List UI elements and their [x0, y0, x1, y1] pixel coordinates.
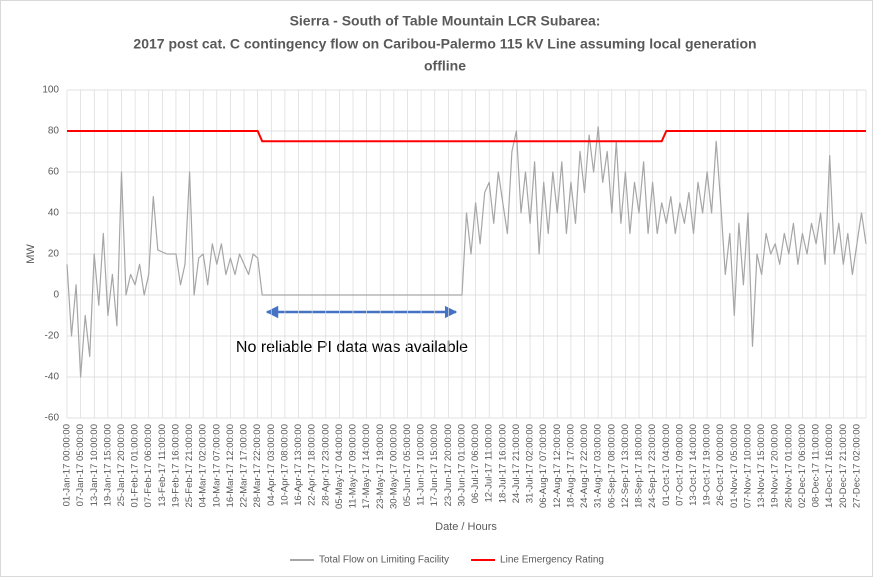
- x-tick-label: 06-Jul-17 06:00:00: [470, 424, 481, 503]
- chart-title: 2017 post cat. C contingency flow on Car…: [133, 36, 756, 52]
- x-tick-label: 19-Jan-17 15:00:00: [102, 424, 113, 506]
- x-tick-label: 31-Aug-17 03:00:00: [593, 424, 604, 508]
- x-tick-label: 12-Jul-17 11:00:00: [484, 424, 495, 503]
- x-tick-label: 01-Feb-17 01:00:00: [130, 424, 141, 507]
- x-tick-label: 20-Dec-17 21:00:00: [838, 424, 849, 508]
- y-tick-label: 40: [48, 208, 60, 219]
- x-tick-label: 07-Nov-17 10:00:00: [742, 424, 753, 508]
- x-tick-label: 25-Jan-17 20:00:00: [116, 424, 127, 506]
- x-tick-label: 07-Oct-17 09:00:00: [674, 424, 685, 506]
- x-tick-label: 23-Jun-17 20:00:00: [443, 424, 454, 506]
- x-tick-label: 11-Jun-17 10:00:00: [416, 424, 427, 506]
- x-tick-label: 27-Dec-17 02:00:00: [851, 424, 862, 508]
- x-tick-label: 18-Aug-17 17:00:00: [565, 424, 576, 508]
- x-tick-label: 16-Mar-17 12:00:00: [225, 424, 236, 507]
- x-tick-label: 30-May-17 00:00:00: [388, 424, 399, 509]
- x-tick-label: 04-Apr-17 03:00:00: [266, 424, 277, 506]
- x-tick-label: 22-Apr-17 18:00:00: [307, 424, 318, 506]
- y-tick-label: -60: [45, 413, 60, 424]
- x-tick-label: 12-Sep-17 13:00:00: [620, 424, 631, 508]
- y-tick-label: -40: [45, 372, 60, 383]
- y-tick-label: 20: [48, 249, 60, 260]
- x-tick-label: 14-Dec-17 16:00:00: [824, 424, 835, 508]
- chart-title: Sierra - South of Table Mountain LCR Sub…: [290, 13, 601, 29]
- x-tick-label: 19-Oct-17 19:00:00: [702, 424, 713, 506]
- x-tick-label: 06-Aug-17 07:00:00: [538, 424, 549, 508]
- series-line: [67, 130, 866, 143]
- x-tick-label: 11-May-17 09:00:00: [348, 424, 359, 508]
- x-tick-label: 06-Sep-17 08:00:00: [606, 424, 617, 508]
- x-tick-label: 22-Mar-17 17:00:00: [239, 424, 250, 507]
- x-tick-label: 05-Jun-17 05:00:00: [402, 424, 413, 506]
- y-axis-label: MW: [25, 244, 37, 264]
- x-tick-label: 13-Nov-17 15:00:00: [756, 424, 767, 508]
- x-tick-label: 04-Mar-17 02:00:00: [198, 424, 209, 507]
- x-tick-label: 12-Aug-17 12:00:00: [552, 424, 563, 508]
- x-tick-label: 24-Sep-17 23:00:00: [647, 424, 658, 508]
- x-tick-label: 18-Sep-17 18:00:00: [634, 424, 645, 508]
- x-tick-label: 02-Dec-17 06:00:00: [797, 424, 808, 508]
- x-tick-label: 16-Apr-17 13:00:00: [293, 424, 304, 506]
- x-tick-label: 23-May-17 19:00:00: [375, 424, 386, 509]
- y-tick-label: -20: [45, 331, 60, 342]
- x-tick-label: 08-Dec-17 11:00:00: [811, 424, 822, 507]
- x-tick-label: 28-Apr-17 23:00:00: [320, 424, 331, 506]
- x-tick-label: 26-Nov-17 01:00:00: [783, 424, 794, 508]
- x-tick-label: 31-Jul-17 02:00:00: [525, 424, 536, 503]
- x-tick-label: 13-Feb-17 11:00:00: [157, 424, 168, 507]
- x-tick-label: 24-Jul-17 21:00:00: [511, 424, 522, 503]
- annotation: No reliable PI data was available: [236, 339, 468, 356]
- x-tick-label: 24-Aug-17 22:00:00: [579, 424, 590, 508]
- y-tick-label: 80: [48, 126, 60, 137]
- x-tick-label: 05-May-17 04:00:00: [334, 424, 345, 509]
- x-tick-label: 07-Feb-17 06:00:00: [143, 424, 154, 507]
- x-tick-label: 17-Jun-17 15:00:00: [429, 424, 440, 506]
- x-tick-label: 01-Jan-17 00:00:00: [62, 424, 73, 506]
- x-tick-label: 07-Jan-17 05:00:00: [75, 424, 86, 506]
- x-tick-label: 01-Nov-17 05:00:00: [729, 424, 740, 508]
- legend-label: Line Emergency Rating: [500, 555, 604, 566]
- y-tick-label: 100: [42, 85, 59, 96]
- x-tick-label: 13-Jan-17 10:00:00: [89, 424, 100, 506]
- x-tick-label: 13-Oct-17 14:00:00: [688, 424, 699, 506]
- x-tick-label: 10-Apr-17 08:00:00: [279, 424, 290, 506]
- x-tick-label: 19-Feb-17 16:00:00: [170, 424, 181, 507]
- y-tick-label: 60: [48, 167, 60, 178]
- series-line: [66, 126, 867, 378]
- chart-title: offline: [424, 58, 466, 74]
- x-tick-label: 19-Nov-17 20:00:00: [770, 424, 781, 508]
- x-tick-label: 01-Oct-17 04:00:00: [661, 424, 672, 506]
- x-axis-label: Date / Hours: [435, 521, 497, 533]
- x-tick-label: 10-Mar-17 07:00:00: [211, 424, 222, 507]
- x-tick-label: 26-Oct-17 00:00:00: [715, 424, 726, 506]
- x-tick-label: 18-Jul-17 16:00:00: [497, 424, 508, 503]
- x-tick-label: 30-Jun-17 01:00:00: [456, 424, 467, 506]
- x-tick-label: 25-Feb-17 21:00:00: [184, 424, 195, 507]
- y-tick-label: 0: [53, 290, 59, 301]
- x-tick-label: 17-May-17 14:00:00: [361, 424, 372, 509]
- x-tick-label: 28-Mar-17 22:00:00: [252, 424, 263, 507]
- legend-label: Total Flow on Limiting Facility: [319, 555, 449, 566]
